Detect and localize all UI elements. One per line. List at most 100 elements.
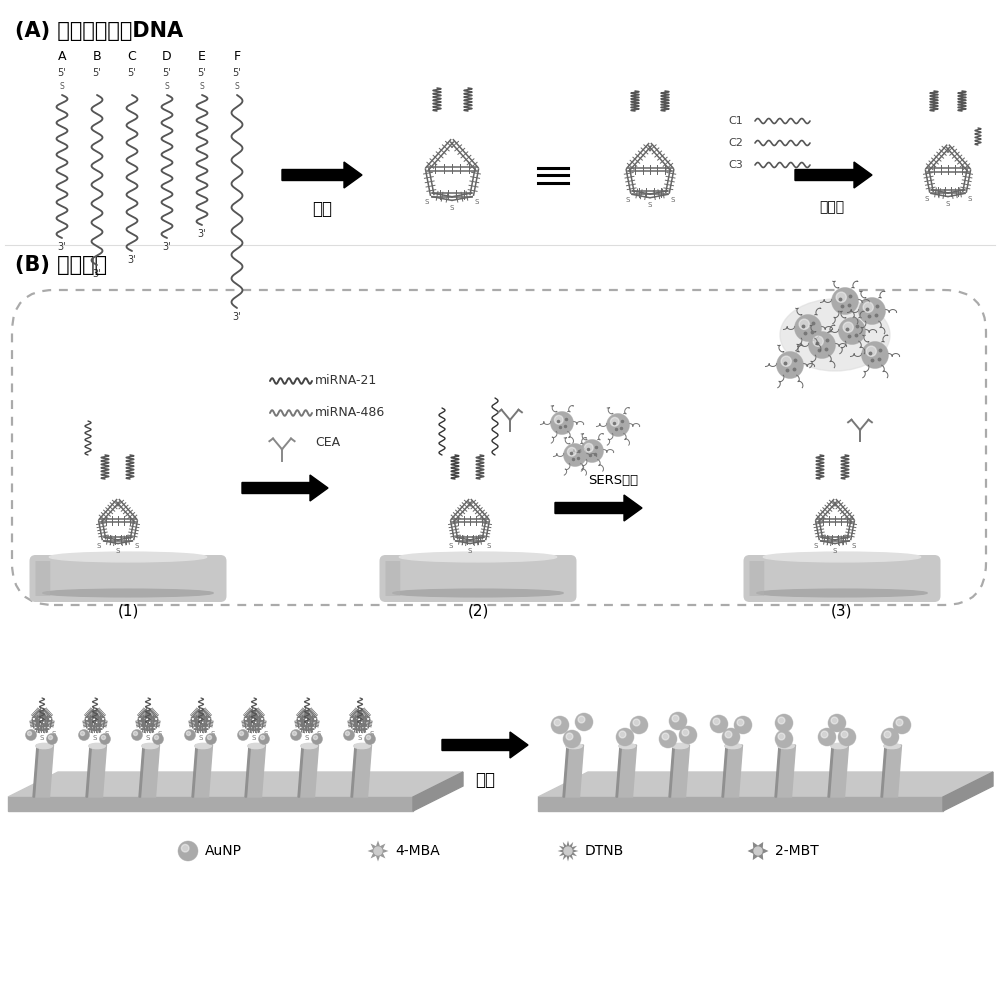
Circle shape — [893, 716, 911, 734]
Circle shape — [619, 731, 626, 738]
Circle shape — [725, 731, 732, 738]
Polygon shape — [795, 162, 872, 188]
Text: S: S — [648, 202, 652, 208]
Polygon shape — [86, 745, 92, 797]
Ellipse shape — [780, 299, 890, 371]
Text: C: C — [128, 50, 136, 63]
Text: S: S — [346, 732, 351, 738]
Polygon shape — [538, 772, 993, 797]
Text: S: S — [200, 82, 204, 91]
Text: (2): (2) — [467, 603, 489, 618]
Circle shape — [672, 715, 679, 722]
Circle shape — [838, 728, 856, 746]
Ellipse shape — [49, 552, 207, 562]
Polygon shape — [669, 745, 674, 797]
Circle shape — [564, 847, 572, 855]
Text: S: S — [316, 732, 321, 738]
Text: S: S — [135, 543, 139, 549]
Circle shape — [669, 712, 687, 730]
Circle shape — [776, 352, 804, 378]
Circle shape — [775, 730, 793, 748]
Text: AuNP: AuNP — [205, 844, 242, 858]
Circle shape — [366, 736, 371, 740]
Text: S: S — [487, 543, 491, 549]
Polygon shape — [242, 475, 328, 501]
Text: S: S — [146, 735, 150, 741]
Circle shape — [896, 719, 903, 726]
Text: S: S — [924, 196, 929, 202]
Circle shape — [258, 734, 270, 745]
Circle shape — [722, 728, 740, 746]
Text: S: S — [358, 735, 362, 741]
Ellipse shape — [778, 744, 794, 749]
Text: 3': 3' — [128, 255, 136, 265]
Text: S: S — [97, 543, 101, 549]
Circle shape — [152, 734, 164, 745]
Text: C2: C2 — [728, 138, 743, 148]
Ellipse shape — [354, 744, 370, 749]
Circle shape — [345, 732, 350, 736]
Circle shape — [100, 734, 110, 745]
Polygon shape — [193, 745, 212, 797]
Text: S: S — [81, 732, 86, 738]
Text: S: S — [263, 732, 268, 738]
Circle shape — [713, 718, 720, 725]
Text: A: A — [58, 50, 66, 63]
Text: S: S — [235, 82, 239, 91]
Polygon shape — [538, 797, 943, 811]
Polygon shape — [192, 745, 198, 797]
Text: S: S — [475, 199, 479, 205]
Ellipse shape — [672, 744, 688, 749]
Circle shape — [754, 847, 762, 855]
Circle shape — [843, 322, 853, 333]
Circle shape — [80, 732, 85, 736]
Text: miRNA-486: miRNA-486 — [315, 406, 385, 419]
FancyBboxPatch shape — [30, 555, 226, 602]
Circle shape — [866, 347, 876, 356]
Circle shape — [290, 730, 302, 741]
Circle shape — [775, 714, 793, 732]
Circle shape — [831, 717, 838, 724]
Text: S: S — [157, 732, 162, 738]
Text: C1: C1 — [728, 116, 743, 126]
Polygon shape — [775, 745, 780, 797]
Text: S: S — [625, 197, 630, 203]
Circle shape — [101, 736, 106, 740]
Polygon shape — [830, 745, 848, 797]
Polygon shape — [352, 745, 372, 797]
Circle shape — [821, 731, 828, 738]
Circle shape — [133, 732, 138, 736]
Circle shape — [584, 444, 593, 452]
Text: S: S — [252, 735, 256, 741]
Ellipse shape — [884, 744, 900, 749]
Text: S: S — [40, 735, 44, 741]
Circle shape — [580, 440, 604, 463]
Text: 2-MBT: 2-MBT — [775, 844, 819, 858]
Circle shape — [862, 342, 889, 368]
Text: 5': 5' — [128, 68, 136, 78]
Text: 3': 3' — [93, 269, 101, 279]
Polygon shape — [413, 772, 463, 811]
Polygon shape — [557, 840, 578, 862]
Text: 5': 5' — [93, 68, 101, 78]
Circle shape — [884, 731, 891, 738]
Circle shape — [778, 733, 785, 740]
Text: S: S — [199, 735, 203, 741]
Circle shape — [132, 730, 143, 741]
Circle shape — [292, 732, 297, 736]
Circle shape — [630, 716, 648, 734]
Polygon shape — [351, 745, 356, 797]
Circle shape — [48, 736, 53, 740]
Circle shape — [78, 730, 90, 741]
Circle shape — [563, 730, 581, 748]
Circle shape — [606, 413, 630, 437]
Text: S: S — [134, 732, 139, 738]
Circle shape — [551, 716, 569, 734]
Circle shape — [567, 448, 576, 456]
Circle shape — [313, 736, 318, 740]
Text: S: S — [293, 732, 298, 738]
Circle shape — [578, 716, 585, 723]
Circle shape — [260, 736, 265, 740]
Polygon shape — [748, 842, 768, 860]
Text: S: S — [165, 82, 169, 91]
